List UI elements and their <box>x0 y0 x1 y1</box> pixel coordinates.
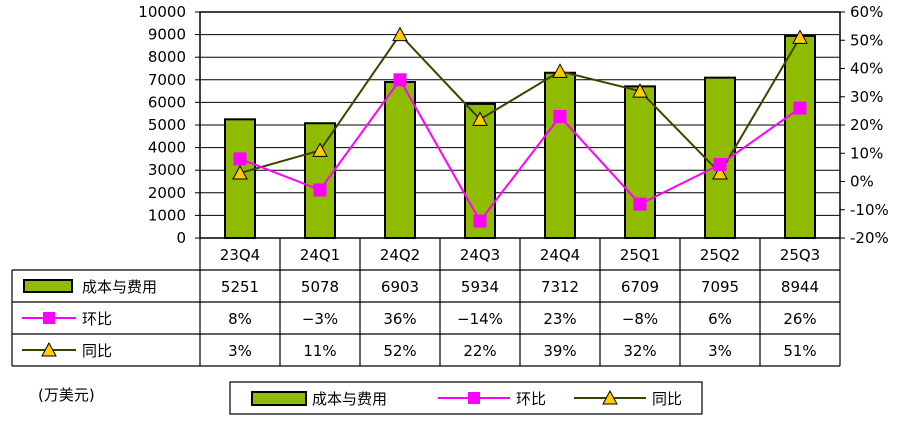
table-value: 39% <box>543 342 576 360</box>
category-label: 25Q1 <box>620 246 660 264</box>
bar <box>304 122 336 239</box>
triangle-point <box>552 63 568 78</box>
table-value: 5078 <box>301 278 339 296</box>
left-tick-label: 7000 <box>148 71 186 89</box>
table-value: 32% <box>623 342 656 360</box>
left-tick-label: 6000 <box>148 93 186 111</box>
bar <box>544 71 576 240</box>
series-line-triangle <box>239 33 801 175</box>
table-value: 26% <box>783 310 816 328</box>
triangle-point <box>392 26 408 42</box>
table-value: 6% <box>708 310 732 328</box>
table-value: 3% <box>228 342 252 360</box>
table-value: 51% <box>783 342 816 360</box>
right-tick-label: 40% <box>850 60 883 78</box>
left-tick-label: 9000 <box>148 26 186 44</box>
category-label: 24Q4 <box>540 246 580 264</box>
left-tick-label: 3000 <box>148 161 186 179</box>
legend-key-triangle <box>602 389 618 405</box>
right-tick-label: 30% <box>850 88 883 106</box>
table-value: 5934 <box>461 278 499 296</box>
table-value: 11% <box>303 342 336 360</box>
legend-label: 同比 <box>652 390 682 408</box>
right-tick-label: -10% <box>850 201 889 219</box>
table-value: 22% <box>463 342 496 360</box>
unit-label: (万美元) <box>38 386 95 404</box>
right-tick-label: 10% <box>850 144 883 162</box>
right-tick-label: 50% <box>850 31 883 49</box>
data-table: 23Q4 24Q1 24Q2 24Q3 24Q4 25Q1 25Q2 25Q3 成本与费用 525… <box>11 238 841 367</box>
right-tick-label: -20% <box>850 229 889 247</box>
series-line-square <box>239 77 801 223</box>
left-tick-label: 4000 <box>148 139 186 157</box>
table-value: 36% <box>383 310 416 328</box>
table-value: 8944 <box>781 278 819 296</box>
bar <box>624 85 656 239</box>
table-value: −3% <box>302 310 338 328</box>
square-point <box>713 158 727 172</box>
left-tick-label: 1000 <box>148 206 186 224</box>
square-point <box>313 183 327 197</box>
left-tick-label: 2000 <box>148 184 186 202</box>
table-key-square <box>43 312 55 324</box>
table-value: 8% <box>228 310 252 328</box>
table-value: 7095 <box>701 278 739 296</box>
category-label: 24Q1 <box>300 246 340 264</box>
square-point <box>633 197 647 211</box>
triangle-point <box>312 142 328 157</box>
bar <box>784 34 816 239</box>
triangle-point <box>472 111 488 126</box>
table-value: 6903 <box>381 278 419 296</box>
square-point <box>473 214 487 228</box>
table-key-triangle <box>41 341 57 357</box>
table-value: −8% <box>622 310 658 328</box>
legend-label: 环比 <box>516 390 546 408</box>
triangle-point <box>632 83 648 98</box>
legend: 成本与费用 环比 同比 <box>229 381 703 415</box>
table-value: 5251 <box>221 278 259 296</box>
plot-area: 0 1000 2000 3000 4000 5000 6000 7000 8000 9000 100… <box>138 3 888 247</box>
table-series-name: 环比 <box>82 310 112 328</box>
category-label: 25Q2 <box>700 246 740 264</box>
legend-label: 成本与费用 <box>312 390 387 408</box>
table-series-name: 成本与费用 <box>82 278 157 296</box>
category-label: 25Q3 <box>780 246 820 264</box>
left-tick-label: 10000 <box>138 3 186 21</box>
square-point <box>233 152 247 166</box>
bar <box>384 80 416 239</box>
triangle-point <box>232 164 248 180</box>
triangle-point <box>792 29 808 44</box>
right-tick-label: 20% <box>850 116 883 134</box>
right-tick-label: 60% <box>850 3 883 21</box>
square-point <box>553 110 567 124</box>
table-value: 6709 <box>621 278 659 296</box>
table-series-name: 同比 <box>82 342 112 360</box>
table-key-bar <box>23 279 73 293</box>
left-tick-label: 0 <box>176 229 186 247</box>
table-value: −14% <box>457 310 503 328</box>
category-label: 24Q3 <box>460 246 500 264</box>
table-value: 7312 <box>541 278 579 296</box>
legend-key-square <box>468 392 480 404</box>
square-point <box>393 73 407 87</box>
legend-key-bar <box>251 391 307 406</box>
triangle-point <box>712 164 728 180</box>
table-value: 23% <box>543 310 576 328</box>
table-value: 3% <box>708 342 732 360</box>
left-tick-label: 5000 <box>148 116 186 134</box>
category-label: 23Q4 <box>220 246 260 264</box>
square-point <box>793 101 807 115</box>
left-tick-label: 8000 <box>148 48 186 66</box>
category-label: 24Q2 <box>380 246 420 264</box>
right-tick-label: 0% <box>850 173 874 191</box>
table-value: 52% <box>383 342 416 360</box>
